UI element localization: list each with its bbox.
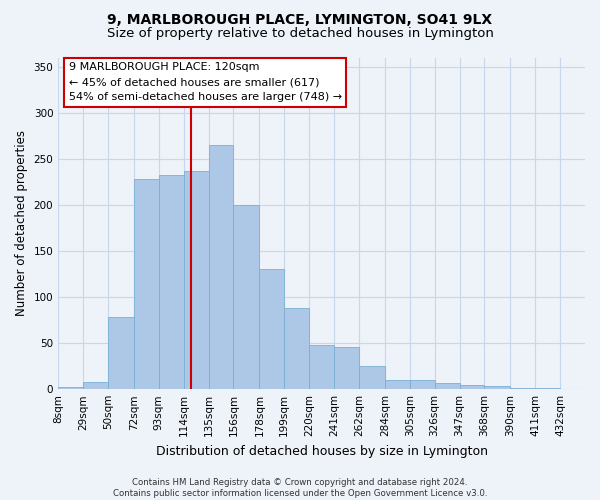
Bar (108, 318, 134, 389)
Bar (309, 345, 334, 389)
Bar (410, 380, 434, 389)
Bar (535, 388, 560, 389)
X-axis label: Distribution of detached houses by size in Lymington: Distribution of detached houses by size … (155, 444, 488, 458)
Bar (460, 384, 484, 389)
Text: Size of property relative to detached houses in Lymington: Size of property relative to detached ho… (107, 28, 493, 40)
Bar (259, 270, 284, 389)
Bar (334, 347, 359, 389)
Bar (233, 205, 259, 389)
Bar (284, 308, 309, 389)
Bar (359, 366, 385, 389)
Bar (385, 380, 410, 389)
Bar (511, 388, 535, 389)
Text: 9, MARLBOROUGH PLACE, LYMINGTON, SO41 9LX: 9, MARLBOROUGH PLACE, LYMINGTON, SO41 9L… (107, 12, 493, 26)
Bar (159, 176, 184, 389)
Y-axis label: Number of detached properties: Number of detached properties (15, 130, 28, 316)
Bar (83, 382, 108, 389)
Bar (434, 382, 460, 389)
Text: Contains HM Land Registry data © Crown copyright and database right 2024.
Contai: Contains HM Land Registry data © Crown c… (113, 478, 487, 498)
Bar (484, 386, 511, 389)
Bar (184, 171, 209, 389)
Bar (209, 145, 233, 389)
Bar (134, 179, 159, 389)
Bar (58, 388, 83, 389)
Text: 9 MARLBOROUGH PLACE: 120sqm
← 45% of detached houses are smaller (617)
54% of se: 9 MARLBOROUGH PLACE: 120sqm ← 45% of det… (69, 62, 342, 102)
